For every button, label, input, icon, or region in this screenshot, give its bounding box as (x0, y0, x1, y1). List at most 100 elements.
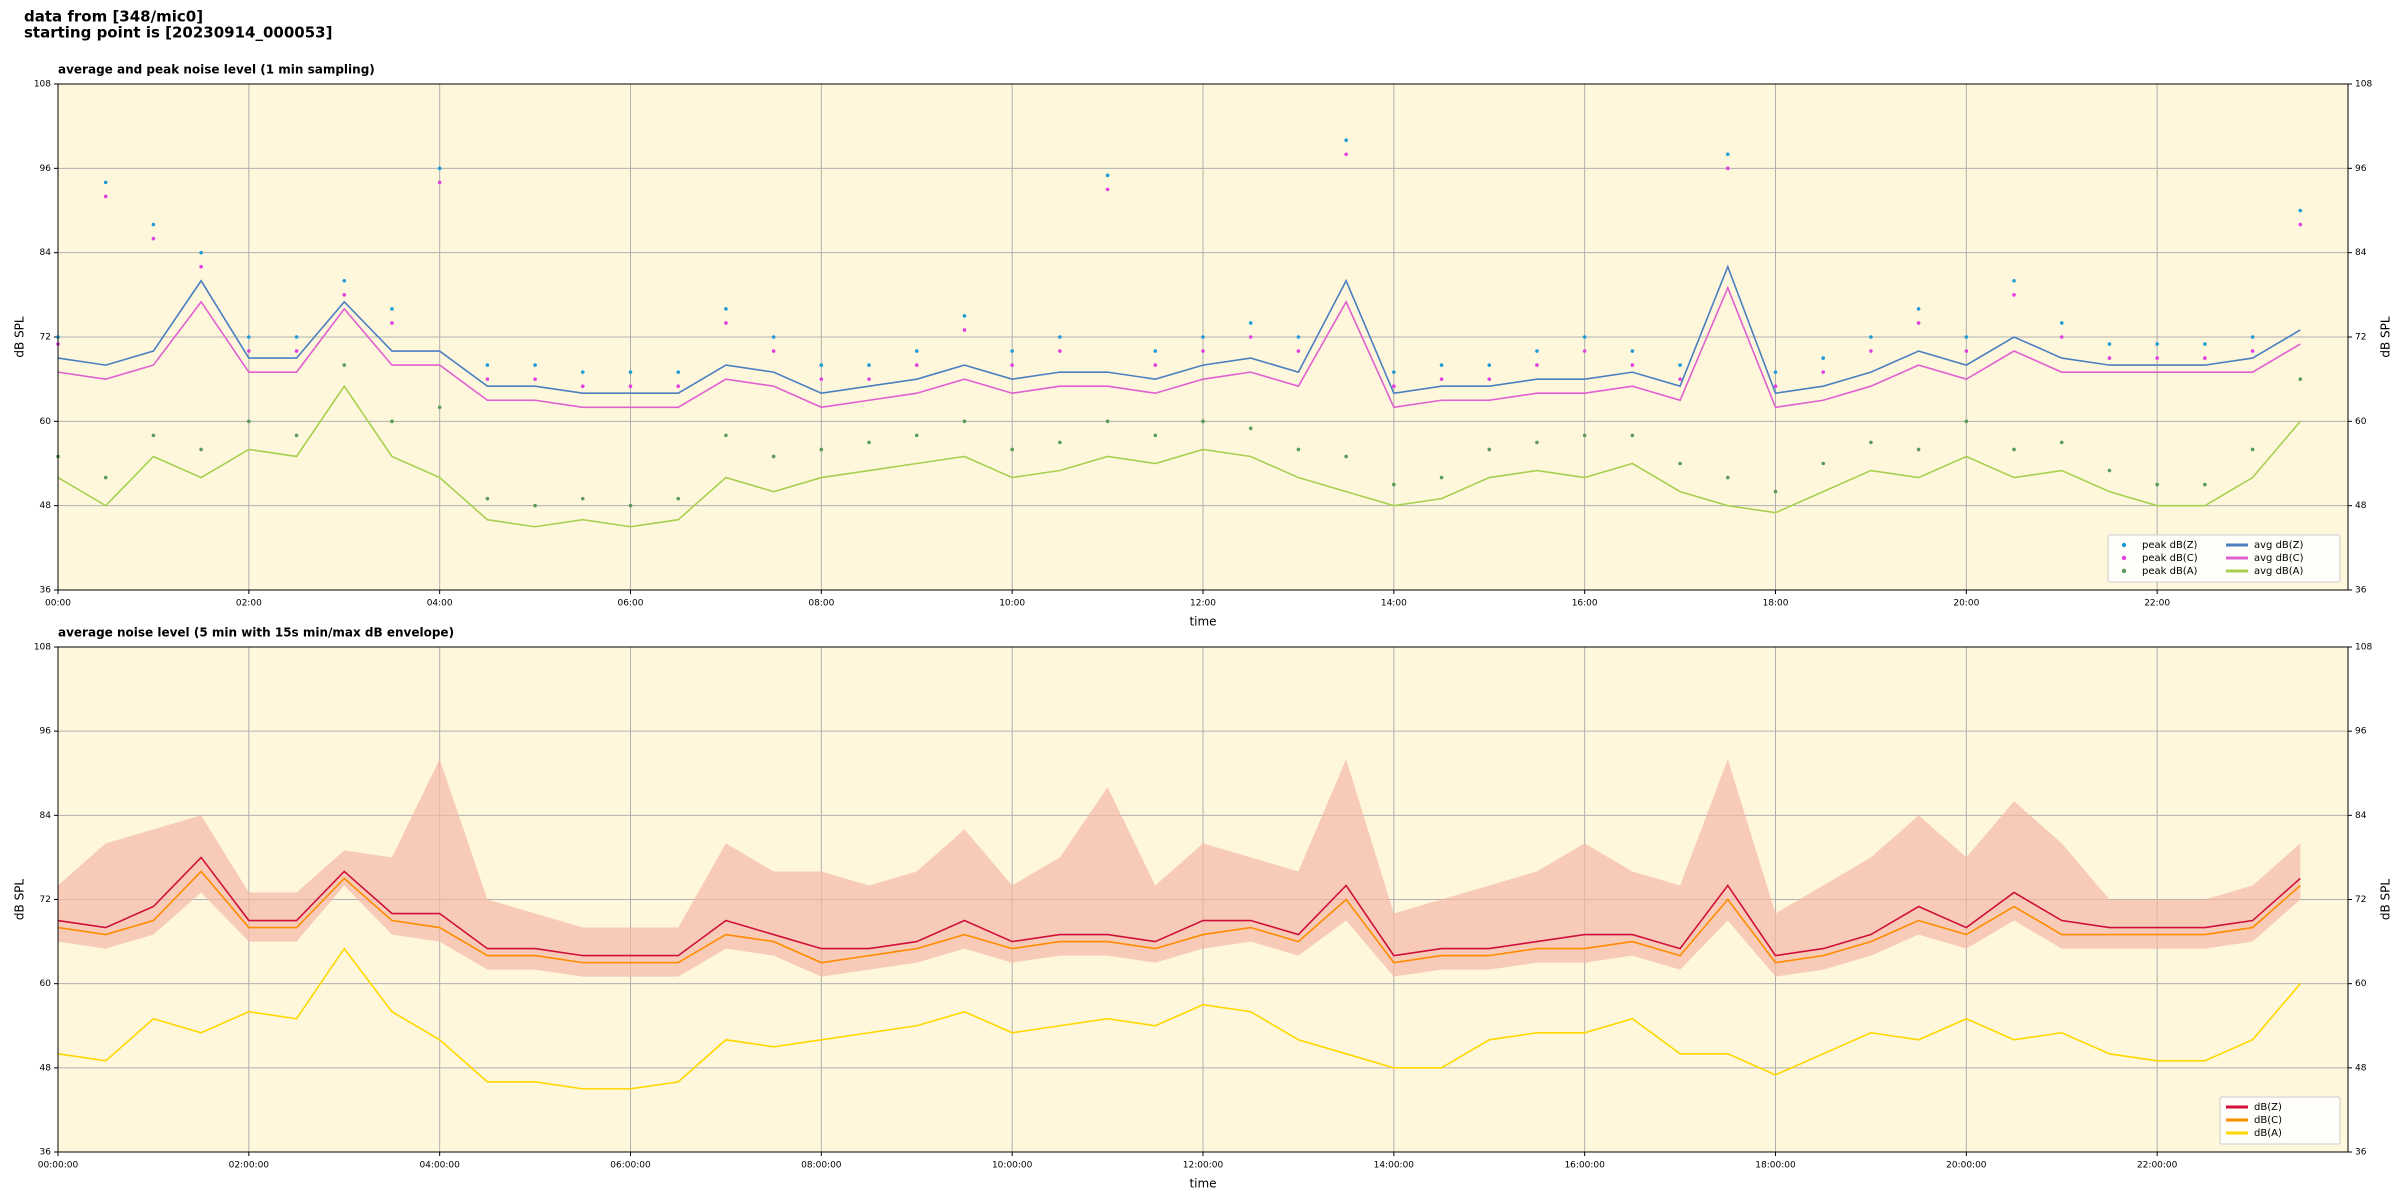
peak-point (1201, 419, 1205, 424)
y-tick-label: 108 (34, 643, 51, 653)
peak-point (1869, 349, 1873, 353)
peak-point (1439, 363, 1444, 367)
legend-marker (2121, 555, 2127, 561)
y-tick-label: 84 (40, 248, 52, 258)
y-tick-label: 36 (40, 586, 52, 596)
peak-point (1821, 461, 1826, 466)
peak-point (2203, 342, 2207, 346)
x-tick-label: 10:00:00 (992, 1161, 1033, 1171)
peak-point (1010, 363, 1014, 367)
y-tick-label: 60 (40, 417, 52, 427)
peak-point (1487, 363, 1492, 367)
peak-point (533, 503, 537, 508)
y-tick-label: 48 (40, 1063, 52, 1073)
x-tick-label: 12:00:00 (1183, 1161, 1224, 1171)
peak-point (628, 384, 633, 388)
series-line (57, 870, 2301, 964)
suptitle: data from [348/mic0] (24, 8, 203, 26)
envelope (58, 759, 2301, 977)
peak-point (1439, 475, 1444, 480)
peak-point (580, 370, 585, 374)
peak-point (1201, 335, 1205, 339)
x-tick-label: 08:00:00 (801, 1161, 842, 1171)
peak-point (2298, 208, 2303, 213)
peak-point (2203, 482, 2207, 487)
x-tick-label: 10:00 (999, 599, 1025, 609)
peak-point (2059, 335, 2064, 339)
peak-point (342, 363, 347, 367)
peak-point (1439, 377, 1444, 381)
y2-tick-label: 36 (2355, 1148, 2367, 1158)
peak-point (1773, 370, 1778, 374)
peak-point (1296, 349, 1301, 353)
x-tick-label: 20:00 (1953, 599, 1979, 609)
peak-point (1105, 173, 1110, 178)
peak-point (867, 363, 871, 367)
y2-tick-label: 96 (2355, 727, 2367, 737)
peak-point (724, 321, 728, 325)
peak-point (533, 363, 537, 367)
legend: dB(Z) dB(C) dB(A) (2219, 1096, 2341, 1145)
peak-point (1916, 307, 1921, 311)
peak-point (1535, 363, 1539, 367)
y2-tick-label: 48 (2355, 1063, 2367, 1073)
plot-frame (57, 646, 2349, 1153)
peak-point (485, 377, 490, 381)
y2-axis-label: dB SPL (2379, 879, 2393, 921)
y2-tick-label: 84 (2355, 811, 2367, 821)
peak-point (1296, 335, 1301, 339)
peak-point (1964, 419, 1969, 424)
x-tick-label: 08:00 (808, 599, 834, 609)
peak-point (1964, 349, 1969, 353)
peak-point (2250, 349, 2255, 353)
peak-point (771, 454, 776, 459)
peak-point (2250, 447, 2255, 452)
peak-point (1010, 349, 1014, 353)
y2-tick-label: 108 (2355, 80, 2372, 90)
peak-point (1678, 461, 1682, 466)
peak-point (1153, 433, 1158, 438)
peak-point (1392, 370, 1396, 374)
peak-point (1248, 426, 1253, 431)
legend-box (2219, 1096, 2341, 1145)
peak-point (1487, 377, 1492, 381)
peak-point (676, 370, 681, 374)
legend-label: dB(C) (2254, 1115, 2282, 1126)
peak-point (1582, 349, 1587, 353)
y-tick-label: 72 (40, 895, 51, 905)
peak-point (1678, 363, 1682, 367)
x-axis-label: time (1189, 615, 1216, 629)
peak-point (819, 447, 824, 452)
legend-label: avg dB(Z) (2254, 540, 2304, 551)
y2-tick-label: 60 (2355, 417, 2367, 427)
peak-point (1630, 349, 1635, 353)
y2-tick-label: 48 (2355, 501, 2367, 511)
x-axis-label: time (1189, 1177, 1216, 1191)
peak-point (1916, 321, 1921, 325)
peak-point (2203, 356, 2207, 360)
x-tick-label: 14:00:00 (1374, 1161, 1415, 1171)
peak-point (676, 384, 681, 388)
peak-point (1964, 335, 1969, 339)
peak-point (390, 321, 394, 325)
peak-point (2155, 356, 2159, 360)
peak-point (914, 349, 919, 353)
peak-point (2298, 377, 2303, 381)
legend-label: avg dB(C) (2254, 553, 2304, 564)
x-tick-label: 02:00 (236, 599, 262, 609)
peak-point (1392, 384, 1396, 388)
peak-point (437, 166, 442, 171)
y2-tick-label: 36 (2355, 586, 2367, 596)
series-line (57, 264, 2301, 395)
peak-point (1678, 377, 1682, 381)
x-tick-label: 18:00:00 (1755, 1161, 1796, 1171)
x-tick-label: 18:00 (1763, 599, 1789, 609)
peak-point (1105, 419, 1110, 424)
peak-point (485, 363, 490, 367)
peak-point (151, 222, 156, 227)
peak-point (1392, 482, 1396, 487)
y-tick-label: 84 (40, 811, 52, 821)
peak-point (1058, 335, 1062, 339)
peak-point (2155, 482, 2159, 487)
peak-point (437, 180, 442, 185)
